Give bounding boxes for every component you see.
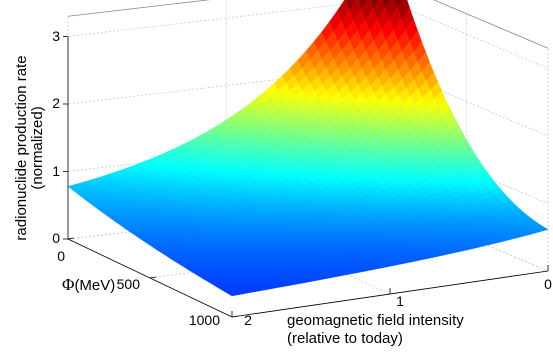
surface-cell <box>227 291 241 297</box>
y-tick-labels: 0 500 1000 <box>57 248 220 328</box>
z-axis-label: radionuclide production rate (normalized… <box>13 55 46 240</box>
x-tick-labels: 2 1 0 <box>244 276 552 328</box>
x-axis-label: geomagnetic field intensity (relative to… <box>287 312 464 347</box>
z-tick-label: 2 <box>52 95 60 111</box>
grid-line <box>67 0 385 37</box>
x-tick-label: 0 <box>544 276 552 292</box>
surface-mesh <box>67 0 549 297</box>
phi-symbol: Φ <box>62 275 74 294</box>
z-tick-labels: 3 2 1 0 <box>52 28 60 246</box>
x-axis-label-line2: (relative to today) <box>287 330 403 347</box>
box-edge <box>67 0 211 17</box>
x-tick-label: 2 <box>244 312 252 328</box>
y-tick-mark <box>67 237 75 240</box>
z-tick-label: 1 <box>52 163 60 179</box>
z-tick-label: 0 <box>52 230 60 246</box>
grid-line <box>385 0 549 69</box>
x-axis-label-line1: geomagnetic field intensity <box>287 312 464 329</box>
y-tick-label: 1000 <box>189 312 220 328</box>
y-tick-label: 0 <box>57 248 65 264</box>
axes <box>63 36 549 318</box>
z-axis-label-line2: (normalized) <box>29 106 46 189</box>
box-edge <box>432 0 549 49</box>
phi-unit: (MeV) <box>74 277 115 294</box>
y-tick-mark <box>149 276 157 279</box>
y-tick-mark <box>231 315 239 318</box>
x-tick-label: 1 <box>396 293 404 309</box>
y-axis-label: Φ(MeV) <box>62 275 115 294</box>
y-tick-label: 500 <box>117 276 141 292</box>
z-axis-label-line1: radionuclide production rate <box>13 55 30 240</box>
z-tick-label: 3 <box>52 28 60 44</box>
